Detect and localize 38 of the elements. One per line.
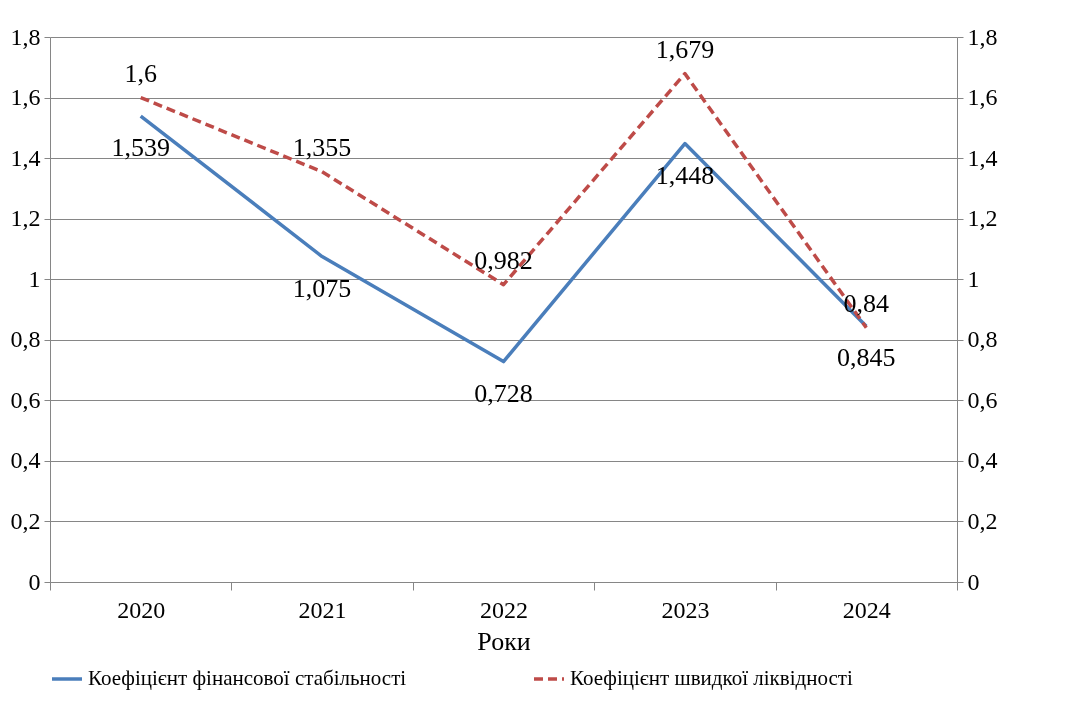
x-tick-label: 2020 <box>117 596 166 623</box>
data-label: 1,539 <box>111 133 170 163</box>
y-tick-label: 1,2 <box>10 205 41 232</box>
data-label: 0,982 <box>474 245 533 275</box>
x-axis-title: Роки <box>477 626 531 656</box>
y-tick-label: 0,6 <box>10 386 41 413</box>
y2-tick-label: 0,4 <box>967 447 998 474</box>
y2-tick-label: 0 <box>967 568 980 595</box>
y2-tick-label: 1 <box>967 265 980 292</box>
y-tick-label: 1,6 <box>10 84 41 111</box>
x-tick-label: 2022 <box>480 596 528 623</box>
data-label: 1,679 <box>655 34 715 64</box>
data-label: 0,728 <box>474 378 533 408</box>
y-tick-label: 1 <box>28 265 41 292</box>
y2-tick-label: 1,8 <box>967 23 998 50</box>
y2-tick-label: 1,6 <box>967 84 998 111</box>
data-label: 1,075 <box>292 273 352 303</box>
y2-tick-label: 1,2 <box>967 205 998 232</box>
y-tick-label: 0,4 <box>10 447 41 474</box>
y-tick-label: 1,8 <box>10 23 41 50</box>
y-tick-label: 0,8 <box>10 326 41 353</box>
y2-tick-label: 0,2 <box>967 507 998 534</box>
y2-tick-label: 1,4 <box>967 144 998 171</box>
data-label: 1,355 <box>292 132 352 162</box>
y-tick-label: 0,2 <box>10 507 41 534</box>
data-label: 0,845 <box>837 343 896 373</box>
y-tick-label: 0 <box>28 568 41 595</box>
x-tick-label: 2024 <box>842 596 891 623</box>
legend-label: Коефіцієнт фінансової стабільності <box>88 666 407 690</box>
x-tick-label: 2023 <box>661 596 710 623</box>
data-label: 0,84 <box>843 288 890 318</box>
legend-label: Коефіцієнт швидкої ліквідності <box>570 666 853 690</box>
y2-tick-label: 0,8 <box>967 326 998 353</box>
y-tick-label: 1,4 <box>10 144 41 171</box>
data-label: 1,448 <box>655 160 715 190</box>
data-label: 1,6 <box>124 58 157 88</box>
x-tick-label: 2021 <box>298 596 347 623</box>
y2-tick-label: 0,6 <box>967 386 998 413</box>
